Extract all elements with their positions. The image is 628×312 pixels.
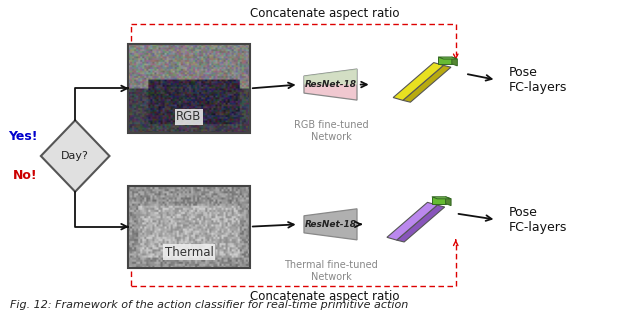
Polygon shape	[438, 57, 452, 64]
Text: Concatenate aspect ratio: Concatenate aspect ratio	[250, 7, 399, 20]
Polygon shape	[393, 63, 443, 100]
Text: Concatenate aspect ratio: Concatenate aspect ratio	[250, 290, 399, 303]
Polygon shape	[403, 66, 451, 102]
Text: Fig. 12: Framework of the action classifier for real-time primitive action: Fig. 12: Framework of the action classif…	[9, 300, 408, 310]
Polygon shape	[432, 197, 451, 199]
Text: Thermal: Thermal	[165, 246, 214, 259]
Polygon shape	[397, 205, 445, 242]
Text: RGB: RGB	[176, 110, 202, 123]
Text: No!: No!	[13, 169, 38, 182]
Polygon shape	[438, 57, 457, 59]
Text: RGB fine-tuned
Network: RGB fine-tuned Network	[294, 120, 368, 142]
Text: Thermal fine-tuned
Network: Thermal fine-tuned Network	[284, 260, 378, 282]
Polygon shape	[452, 57, 457, 66]
Text: ResNet-18: ResNet-18	[305, 220, 357, 229]
Text: Day?: Day?	[62, 151, 89, 161]
Polygon shape	[446, 197, 451, 206]
Polygon shape	[304, 69, 357, 85]
Polygon shape	[41, 120, 109, 192]
Polygon shape	[304, 209, 357, 240]
Polygon shape	[432, 197, 446, 204]
Text: ResNet-18: ResNet-18	[305, 80, 357, 89]
Polygon shape	[387, 202, 437, 240]
Polygon shape	[304, 69, 357, 100]
Text: Yes!: Yes!	[8, 130, 38, 143]
Text: Pose
FC-layers: Pose FC-layers	[509, 206, 567, 234]
Text: Pose
FC-layers: Pose FC-layers	[509, 66, 567, 94]
